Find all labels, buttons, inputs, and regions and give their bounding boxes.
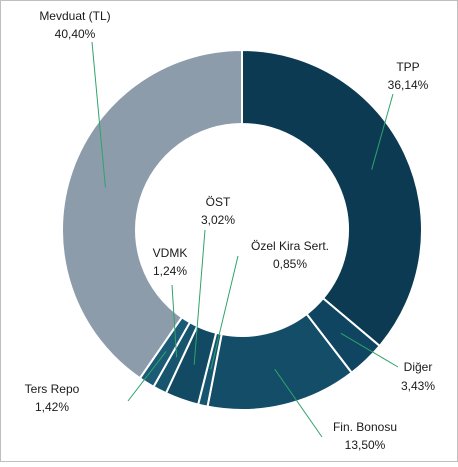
leader-line	[193, 229, 206, 365]
category-label: VDMK	[153, 246, 188, 260]
category-label: ÖST	[206, 195, 231, 209]
category-label: Diğer	[404, 360, 433, 374]
leader-line	[371, 93, 394, 170]
leader-line	[340, 332, 399, 368]
leader-line	[171, 284, 178, 358]
category-label: Mevduat (TL)	[39, 9, 110, 23]
donut-slice	[61, 48, 243, 380]
value-label: 0,85%	[273, 257, 307, 271]
value-label: 1,24%	[153, 264, 187, 278]
value-label: 13,50%	[345, 438, 386, 452]
donut-slice	[241, 48, 423, 348]
leader-line	[210, 255, 239, 370]
value-label: 40,40%	[55, 27, 96, 41]
value-label: 1,42%	[35, 400, 69, 414]
value-label: 36,14%	[388, 78, 429, 92]
category-label: Ters Repo	[25, 382, 80, 396]
category-label: TPP	[396, 60, 419, 74]
value-label: 3,02%	[201, 213, 235, 227]
leader-line	[274, 368, 323, 438]
value-label: 3,43%	[401, 379, 435, 393]
leader-line	[91, 41, 106, 188]
category-label: Fin. Bonosu	[333, 420, 397, 434]
leader-line	[127, 350, 167, 402]
category-label: Özel Kira Sert.	[251, 239, 329, 253]
